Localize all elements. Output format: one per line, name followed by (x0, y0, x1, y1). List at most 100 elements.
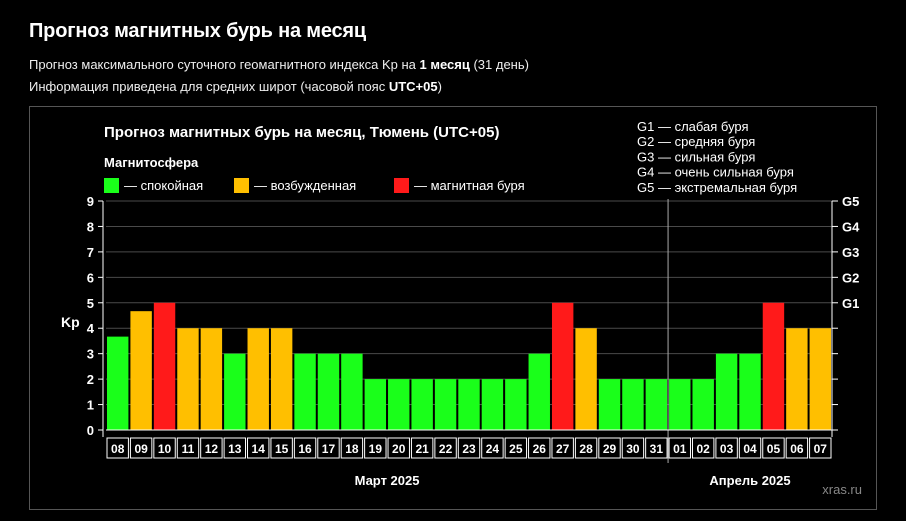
date-box (691, 437, 715, 459)
date-box (223, 437, 247, 459)
date-label: 30 (626, 442, 640, 456)
timezone-value: UTC+05 (388, 79, 438, 94)
y-tick-label: 2 (87, 372, 94, 387)
bar-27 (551, 302, 574, 430)
bar-24 (481, 379, 504, 430)
legend-label-calm: — спокойная (124, 178, 203, 193)
g-scale-item: G4 — очень сильная буря (637, 165, 794, 180)
bar-09 (130, 311, 152, 430)
y-tick-label: 7 (87, 245, 94, 260)
date-box (270, 437, 293, 459)
g-level-label: G5 (842, 194, 859, 209)
month-label: Апрель 2025 (709, 473, 790, 488)
chart-title: Прогноз магнитных бурь на месяц, Тюмень … (104, 124, 499, 141)
date-box (364, 437, 387, 459)
date-box (504, 437, 528, 459)
bar-17 (317, 353, 340, 430)
bar-02 (692, 379, 714, 430)
legend-title: Магнитосфера (104, 155, 199, 170)
g-scale-item: G2 — средняя буря (637, 134, 755, 149)
bar-28 (575, 328, 597, 430)
date-box (762, 437, 785, 459)
g-level-label: G4 (842, 219, 860, 234)
date-label: 21 (415, 442, 429, 456)
date-box (106, 437, 129, 459)
bar-16 (294, 353, 316, 430)
date-box (481, 437, 504, 459)
date-label: 11 (182, 442, 195, 456)
date-label: 16 (298, 442, 312, 456)
bar-29 (598, 379, 621, 430)
g-scale-item: G5 — экстремальная буря (637, 180, 797, 195)
bar-25 (505, 379, 527, 430)
date-label: 22 (439, 442, 453, 456)
info-line-period: Прогноз максимального суточного геомагни… (29, 57, 529, 72)
date-label: 14 (252, 442, 266, 456)
date-box (715, 437, 738, 459)
date-label: 19 (369, 442, 383, 456)
date-label: 26 (533, 442, 547, 456)
date-box (668, 437, 691, 459)
bar-08 (107, 336, 129, 430)
date-box (129, 437, 153, 459)
date-label: 27 (556, 442, 570, 456)
date-label: 15 (275, 442, 289, 456)
date-label: 03 (720, 442, 734, 456)
bar-19 (364, 379, 387, 430)
bar-20 (388, 379, 410, 430)
date-box (785, 437, 809, 459)
date-label: 04 (743, 442, 757, 456)
date-label: 06 (790, 442, 804, 456)
date-box (317, 437, 340, 459)
date-box (645, 437, 668, 459)
y-tick-label: 3 (87, 347, 94, 362)
y-tick-label: 1 (87, 398, 94, 413)
date-label: 24 (486, 442, 500, 456)
date-label: 25 (509, 442, 523, 456)
legend-label-excited: — возбужденная (254, 178, 356, 193)
date-label: 28 (579, 442, 593, 456)
date-label: 20 (392, 442, 406, 456)
bar-26 (528, 353, 550, 430)
date-label: 08 (111, 442, 125, 456)
date-label: 12 (205, 442, 219, 456)
bar-06 (786, 328, 808, 430)
bar-10 (153, 302, 176, 430)
legend-swatch-storm (394, 178, 409, 193)
bar-14 (247, 328, 269, 430)
bar-12 (200, 328, 223, 430)
bar-01 (669, 379, 691, 430)
bar-23 (458, 379, 480, 430)
date-label: 17 (322, 442, 336, 456)
legend-swatch-calm (104, 178, 119, 193)
date-label: 13 (228, 442, 242, 456)
bar-15 (270, 328, 293, 430)
date-label: 09 (134, 442, 148, 456)
date-label: 01 (673, 442, 687, 456)
bar-31 (645, 379, 668, 430)
date-box (176, 437, 200, 459)
date-box (621, 437, 645, 459)
y-tick-label: 5 (87, 296, 94, 311)
legend-swatch-excited (234, 178, 249, 193)
g-scale-item: G1 — слабая буря (637, 119, 749, 134)
date-box (340, 437, 364, 459)
bar-30 (622, 379, 644, 430)
date-box (153, 437, 176, 459)
date-label: 10 (158, 442, 172, 456)
y-tick-label: 6 (87, 270, 94, 285)
date-label: 31 (650, 442, 664, 456)
date-box (200, 437, 223, 459)
date-label: 07 (814, 442, 828, 456)
g-level-label: G1 (842, 296, 859, 311)
legend-label-storm: — магнитная буря (414, 178, 525, 193)
bar-07 (809, 328, 831, 430)
date-box (598, 437, 621, 459)
month-label: Март 2025 (355, 473, 420, 488)
bar-05 (762, 302, 785, 430)
date-box (410, 437, 434, 459)
date-label: 05 (767, 442, 781, 456)
y-tick-label: 0 (87, 423, 94, 438)
date-label: 29 (603, 442, 617, 456)
date-box (457, 437, 481, 459)
